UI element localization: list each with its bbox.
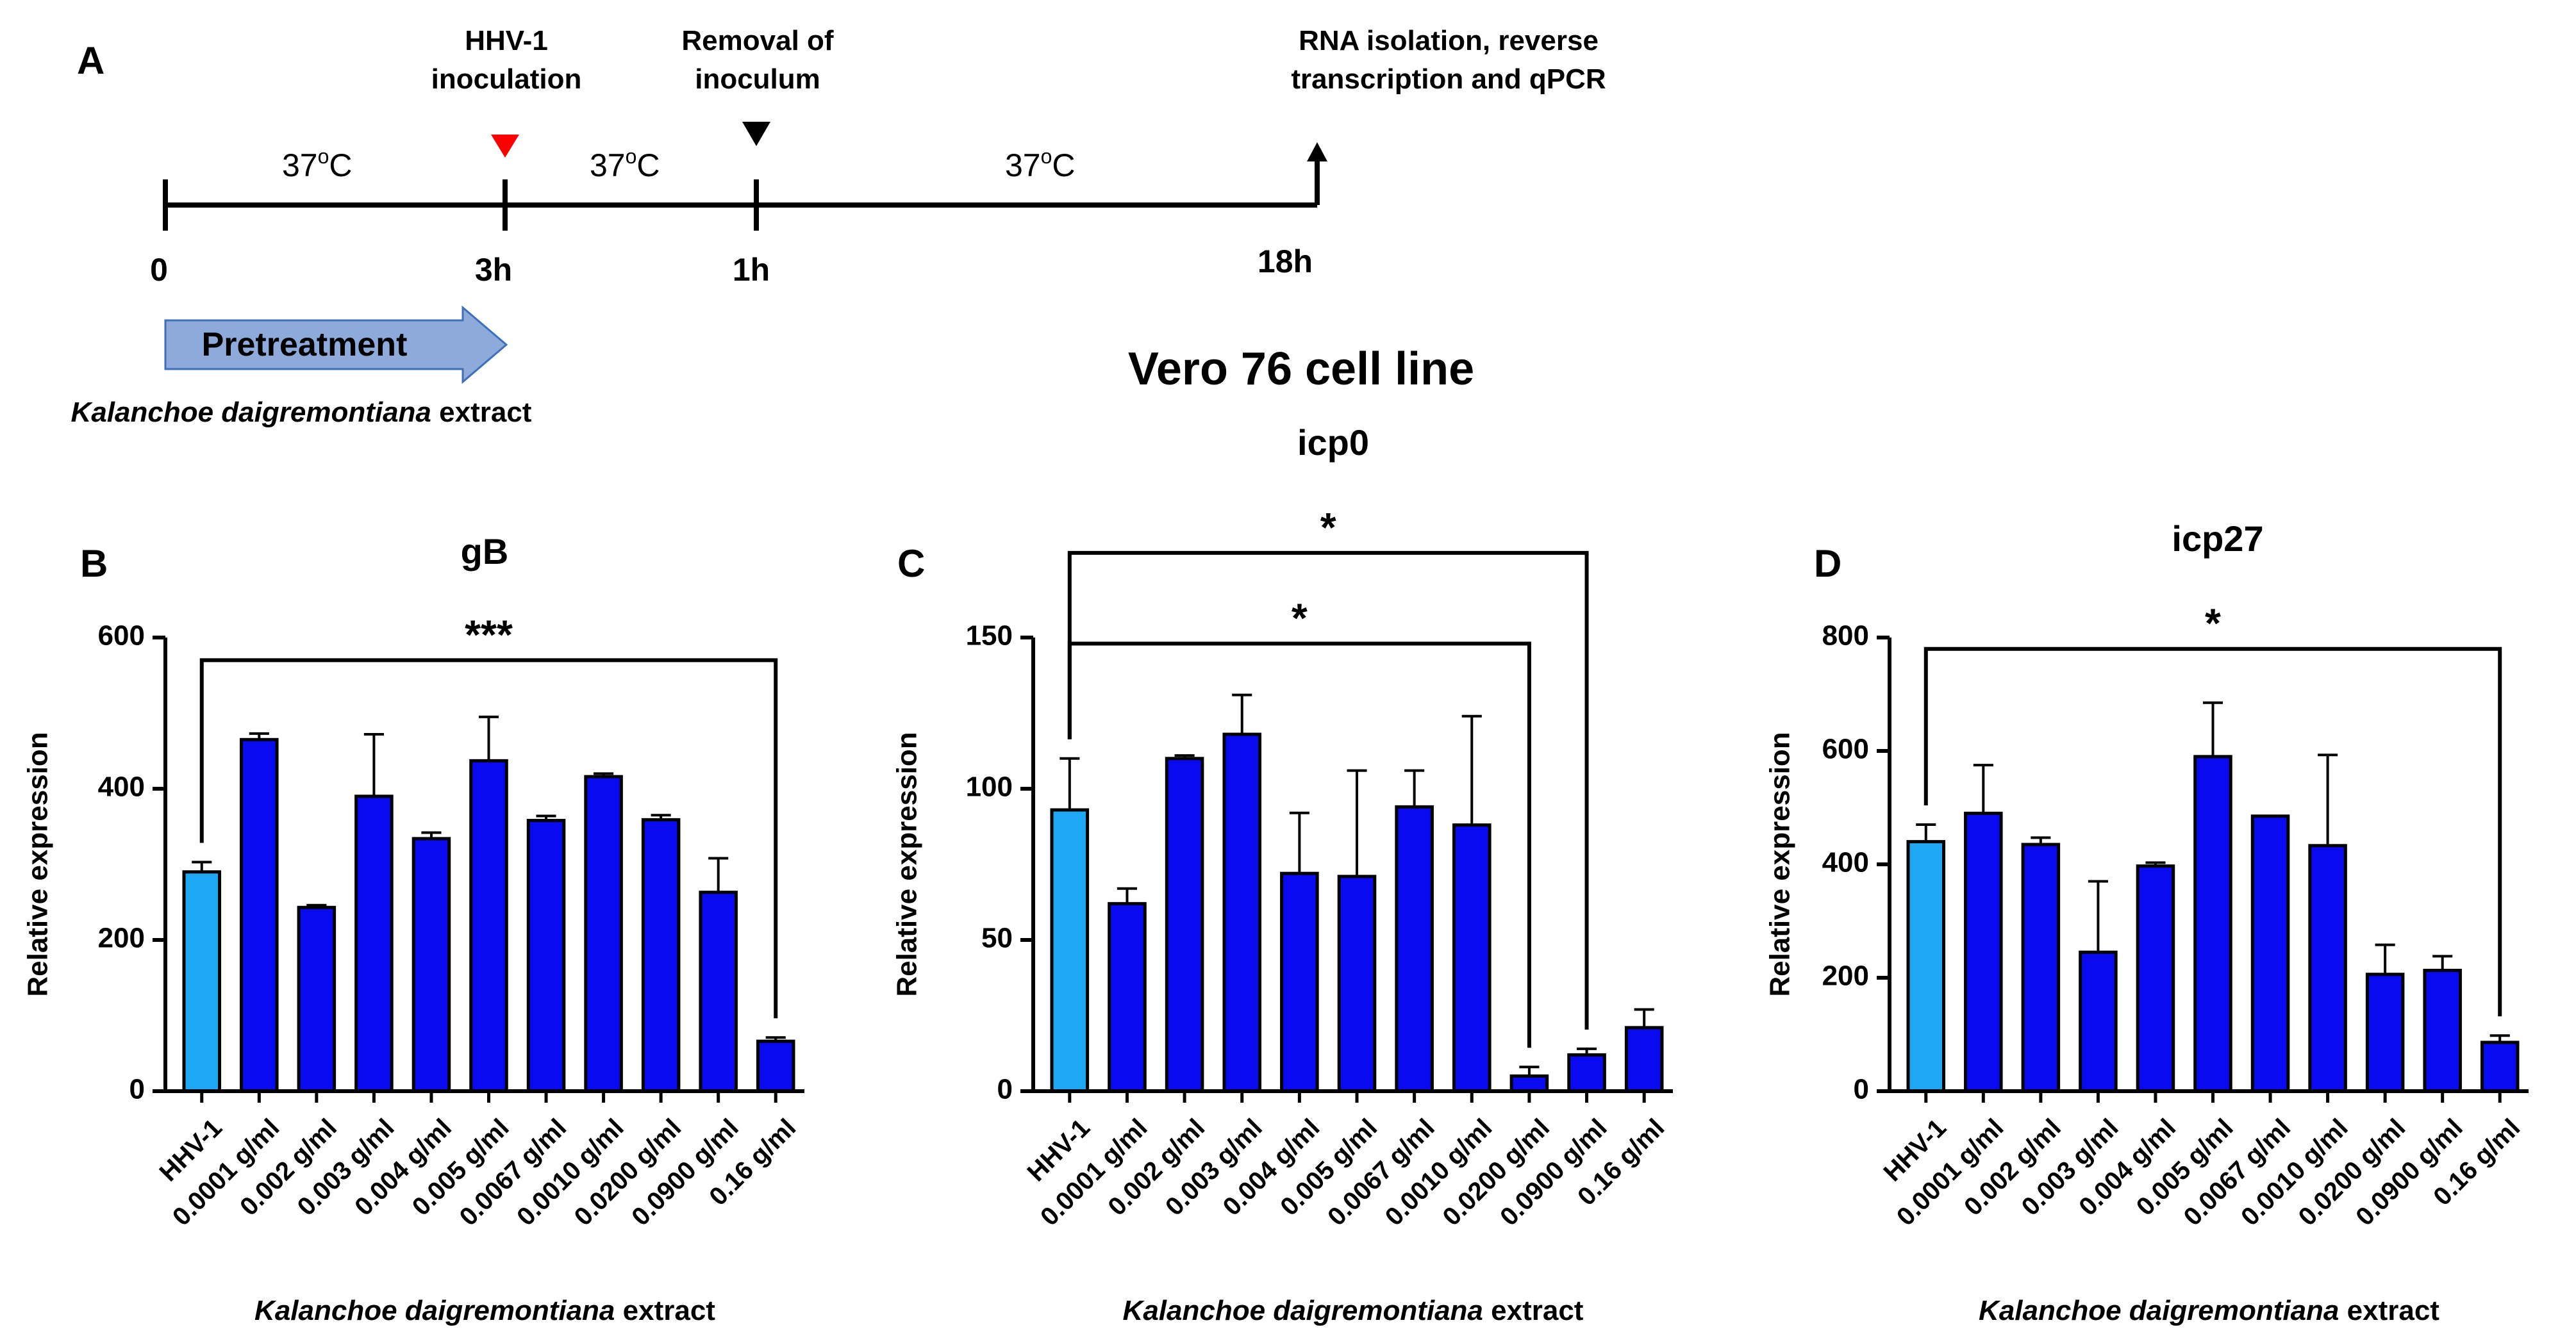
bar-b-4 <box>411 837 451 1093</box>
chart-title-b: gB <box>461 531 509 572</box>
bar-d-4 <box>2136 864 2175 1093</box>
bar-c-1 <box>1108 902 1147 1093</box>
bar-d-10 <box>2480 1041 2520 1093</box>
bar-c-5 <box>1337 875 1377 1093</box>
y-tick-label-b-1: 200 <box>98 923 145 954</box>
bar-d-1 <box>1964 811 2003 1093</box>
y-tick-label-d-1: 200 <box>1822 960 1869 992</box>
timeline-schematic: A HHV-1 inoculation Removal of inoculum … <box>71 25 1606 428</box>
y-axis-label-b: Relative expression <box>22 732 54 996</box>
bar-c-8 <box>1509 1074 1549 1093</box>
panel-label-a: A <box>77 39 104 82</box>
bar-b-7 <box>584 775 623 1093</box>
y-axis-label-c: Relative expression <box>892 732 923 996</box>
time-label-3h: 3h <box>475 252 512 288</box>
inoculation-marker-icon <box>491 135 519 158</box>
significance-label-c-0: * <box>1292 595 1308 641</box>
event-rna-line2: transcription and qPCR <box>1291 63 1606 95</box>
y-tick-label-c-3: 150 <box>966 620 1013 652</box>
panel-label-c: C <box>897 542 925 585</box>
temperature-2: 37oC <box>590 145 660 183</box>
y-tick-label-b-0: 0 <box>129 1074 145 1105</box>
y-axis-label-d: Relative expression <box>1765 732 1796 996</box>
y-tick-label-c-1: 50 <box>981 923 1013 954</box>
event-inoculation-line2: inoculation <box>431 63 582 95</box>
timeline-end-arrow-icon <box>1307 142 1327 161</box>
time-label-0: 0 <box>150 252 168 288</box>
bar-d-2 <box>2021 843 2061 1093</box>
y-tick-label-b-2: 400 <box>98 771 145 803</box>
bar-b-3 <box>354 795 394 1093</box>
bar-d-3 <box>2079 950 2118 1093</box>
y-tick-label-c-0: 0 <box>997 1074 1013 1105</box>
bar-b-2 <box>297 905 337 1093</box>
bar-d-0 <box>1906 840 1946 1093</box>
panel-label-b: B <box>80 542 108 585</box>
significance-bracket-b-0 <box>199 658 778 1019</box>
x-axis-label-c: Kalanchoe daigremontiana extract <box>1123 1295 1584 1326</box>
event-removal-line1: Removal of <box>681 25 834 56</box>
y-tick-label-d-0: 0 <box>1854 1074 1869 1105</box>
event-rna-line1: RNA isolation, reverse <box>1299 25 1599 56</box>
temperature-3: 37oC <box>1005 145 1076 183</box>
bar-b-5 <box>469 759 508 1093</box>
pretreatment-label: Pretreatment <box>202 326 408 363</box>
event-inoculation-line1: HHV-1 <box>465 25 548 56</box>
extract-caption: Kalanchoe daigremontiana extract <box>71 397 532 428</box>
event-removal-line2: inoculum <box>695 63 820 95</box>
bar-b-1 <box>240 737 279 1093</box>
y-tick-label-d-2: 400 <box>1822 847 1869 878</box>
significance-label-b-0: *** <box>465 611 513 657</box>
significance-label-d-0: * <box>2205 600 2221 646</box>
bar-c-7 <box>1452 823 1492 1093</box>
x-axis-label-b: Kalanchoe daigremontiana extract <box>254 1295 715 1326</box>
time-label-18h: 18h <box>1258 243 1313 279</box>
significance-bracket-d-0 <box>1924 646 2502 1017</box>
temperature-1: 37oC <box>282 145 353 183</box>
bar-d-9 <box>2423 968 2462 1093</box>
bar-c-6 <box>1395 805 1434 1093</box>
chart-title-d: icp27 <box>2172 518 2263 559</box>
significance-label-c-1: * <box>1320 504 1336 550</box>
panel-label-d: D <box>1814 542 1841 585</box>
bar-b-8 <box>641 818 681 1093</box>
bar-c-10 <box>1624 1026 1664 1093</box>
chart-title-c: icp0 <box>1297 422 1369 463</box>
bar-b-6 <box>526 819 566 1093</box>
bar-d-8 <box>2365 973 2405 1093</box>
bar-d-5 <box>2193 755 2232 1093</box>
bar-b-9 <box>699 891 738 1093</box>
removal-marker-icon <box>742 122 770 146</box>
bar-c-4 <box>1280 871 1319 1093</box>
y-tick-label-d-3: 600 <box>1822 734 1869 765</box>
y-tick-label-d-4: 800 <box>1822 620 1869 652</box>
bar-c-9 <box>1567 1053 1606 1093</box>
x-axis-label-d: Kalanchoe daigremontiana extract <box>1979 1295 2439 1326</box>
bar-b-0 <box>182 870 222 1093</box>
significance-bracket-c-1 <box>1067 550 1589 1030</box>
bar-c-2 <box>1165 757 1204 1093</box>
bar-d-6 <box>2250 814 2290 1093</box>
bar-d-7 <box>2308 844 2347 1093</box>
figure-title: Vero 76 cell line <box>1128 343 1474 395</box>
bar-c-3 <box>1222 732 1262 1093</box>
time-label-1h: 1h <box>733 252 770 288</box>
bar-c-0 <box>1050 808 1090 1093</box>
bar-b-10 <box>756 1039 795 1093</box>
pretreatment-arrow-icon <box>164 305 508 384</box>
y-tick-label-b-3: 600 <box>98 620 145 652</box>
y-tick-label-c-2: 100 <box>966 771 1013 803</box>
